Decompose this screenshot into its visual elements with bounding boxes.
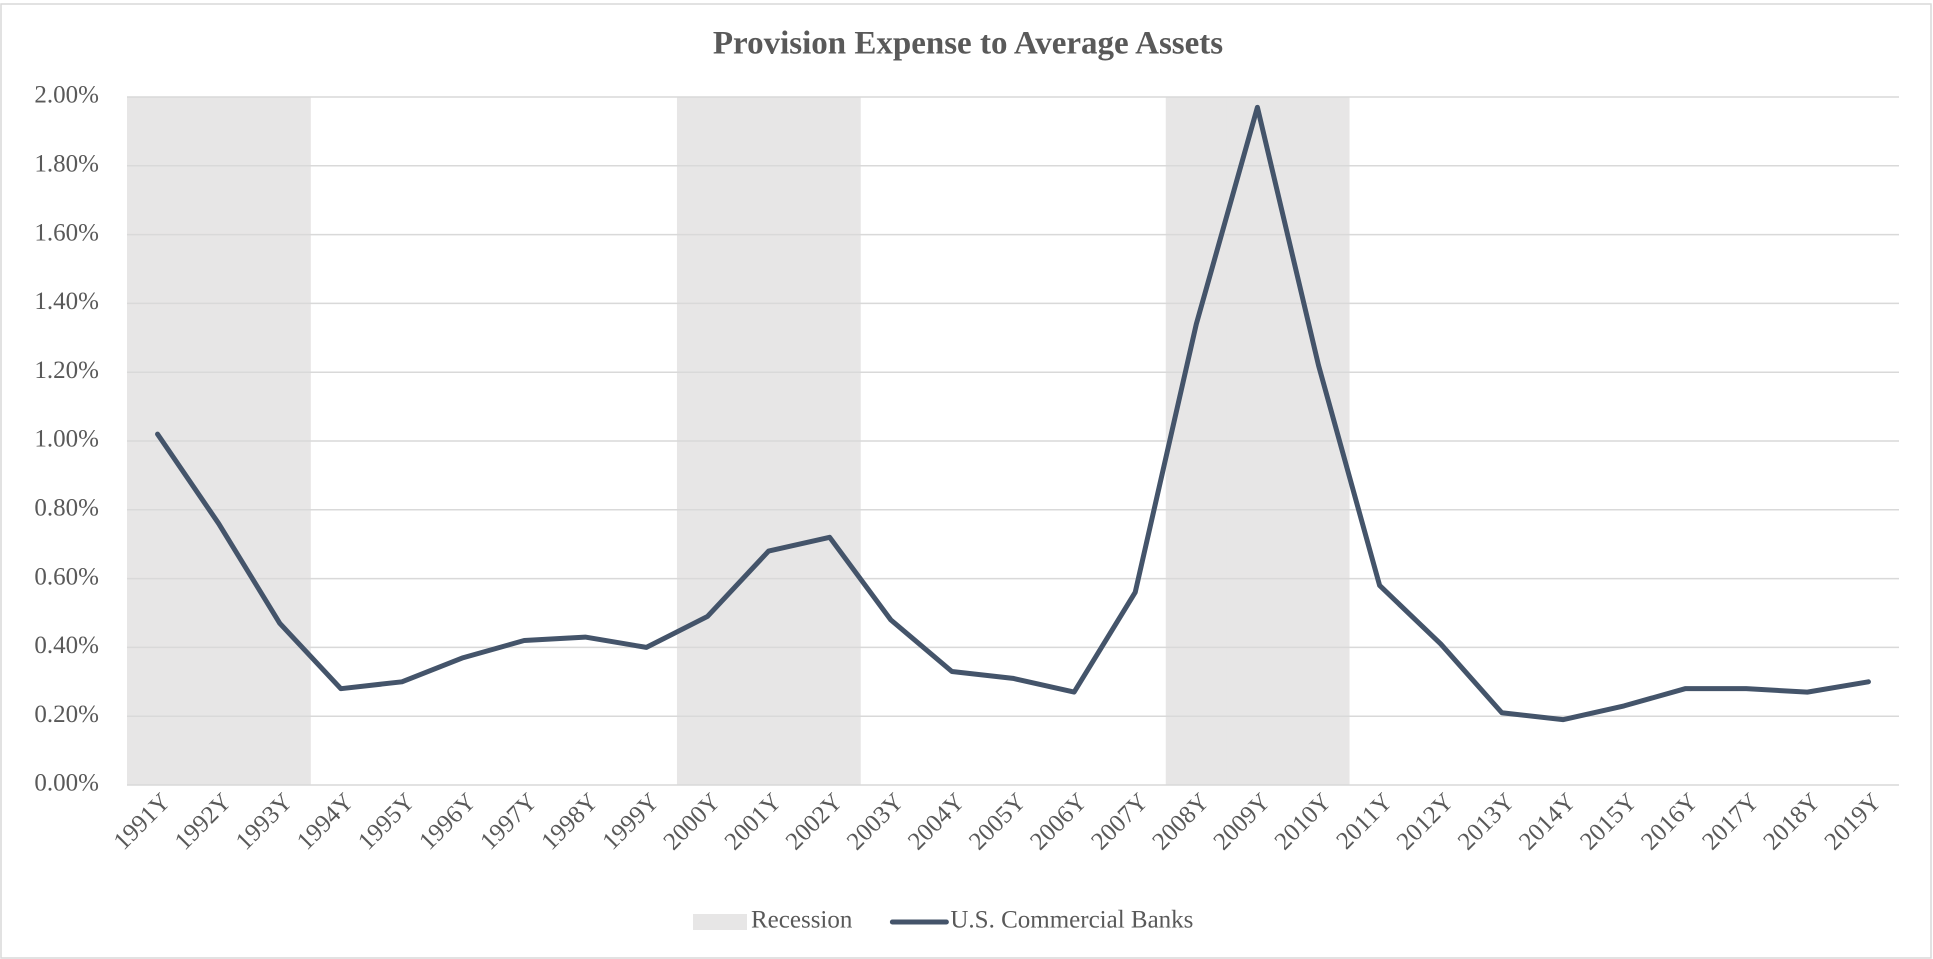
- y-tick-label: 0.60%: [34, 563, 99, 590]
- y-tick-label: 1.20%: [34, 357, 99, 384]
- line-series: [155, 104, 1871, 723]
- y-tick-label: 0.40%: [34, 632, 99, 659]
- y-tick-label: 1.80%: [34, 151, 99, 178]
- y-tick-label: 1.40%: [34, 288, 99, 315]
- y-tick-label: 2.00%: [34, 82, 99, 109]
- y-tick-label: 1.60%: [34, 219, 99, 246]
- legend-label: U.S. Commercial Banks: [950, 907, 1193, 934]
- y-tick-label: 0.00%: [34, 770, 99, 797]
- chart-border: [0, 3, 1932, 959]
- chart-title: Provision Expense to Average Assets: [713, 26, 1223, 62]
- y-tick-label: 0.80%: [34, 495, 99, 522]
- y-tick-label: 0.20%: [34, 701, 99, 728]
- legend-label: Recession: [751, 907, 853, 934]
- y-tick-label: 1.00%: [34, 426, 99, 453]
- legend-swatch: [693, 914, 747, 930]
